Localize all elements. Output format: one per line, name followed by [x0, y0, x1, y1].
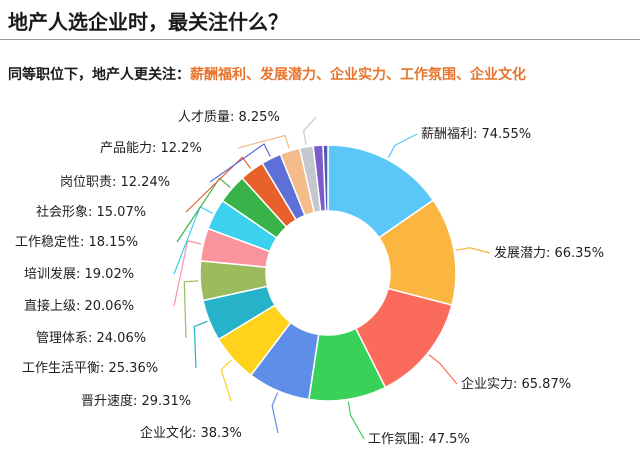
slice-label-7: 工作生活平衡: 25.36%	[22, 361, 158, 376]
leader-line-15	[303, 116, 317, 145]
leader-line-11	[176, 177, 231, 243]
slice-label-1: 薪酬福利: 74.55%	[421, 127, 531, 142]
slice-label-8: 管理体系: 24.06%	[36, 331, 146, 346]
slice-label-11: 工作稳定性: 18.15%	[15, 234, 138, 250]
leader-line-13	[209, 143, 271, 183]
subtitle-highlight: 薪酬福利、发展潜力、企业实力、工作氛围、企业文化	[190, 67, 526, 83]
slice-label-4: 工作氛围: 47.5%	[368, 432, 470, 447]
donut-slice-17	[322, 144, 329, 212]
slice-label-12: 社会形象: 15.07%	[36, 204, 146, 220]
leader-line-5	[271, 392, 279, 434]
leader-line-6	[220, 359, 232, 402]
leader-line-14	[237, 134, 290, 150]
subtitle: 同等职位下，地产人更关注：薪酬福利、发展潜力、企业实力、工作氛围、企业文化	[8, 64, 526, 84]
subtitle-lead: 同等职位下，地产人更关注：	[8, 67, 190, 83]
slice-label-13: 岗位职责: 12.24%	[60, 175, 170, 190]
slice-label-14: 产品能力: 12.2%	[100, 141, 202, 156]
leader-line-1	[387, 133, 418, 159]
title-divider	[0, 39, 640, 40]
leader-line-3	[428, 354, 458, 385]
leader-line-12	[185, 156, 252, 213]
leader-line-4	[347, 401, 365, 440]
leader-line-2	[455, 247, 491, 254]
slice-label-5: 企业文化: 38.3%	[140, 425, 242, 441]
slice-label-9: 直接上级: 20.06%	[24, 298, 134, 314]
slice-label-2: 发展潜力: 66.35%	[494, 245, 604, 261]
slice-label-15: 人才质量: 8.25%	[178, 110, 280, 125]
leader-line-9	[173, 240, 202, 307]
slice-label-10: 培训发展: 19.02%	[24, 266, 134, 282]
leader-line-7	[193, 320, 208, 369]
slice-label-6: 晋升速度: 29.31%	[81, 393, 191, 409]
page-title: 地产人选企业时，最关注什么？	[8, 10, 288, 34]
leader-line-8	[183, 280, 199, 339]
slice-label-3: 企业实力: 65.87%	[461, 376, 571, 392]
